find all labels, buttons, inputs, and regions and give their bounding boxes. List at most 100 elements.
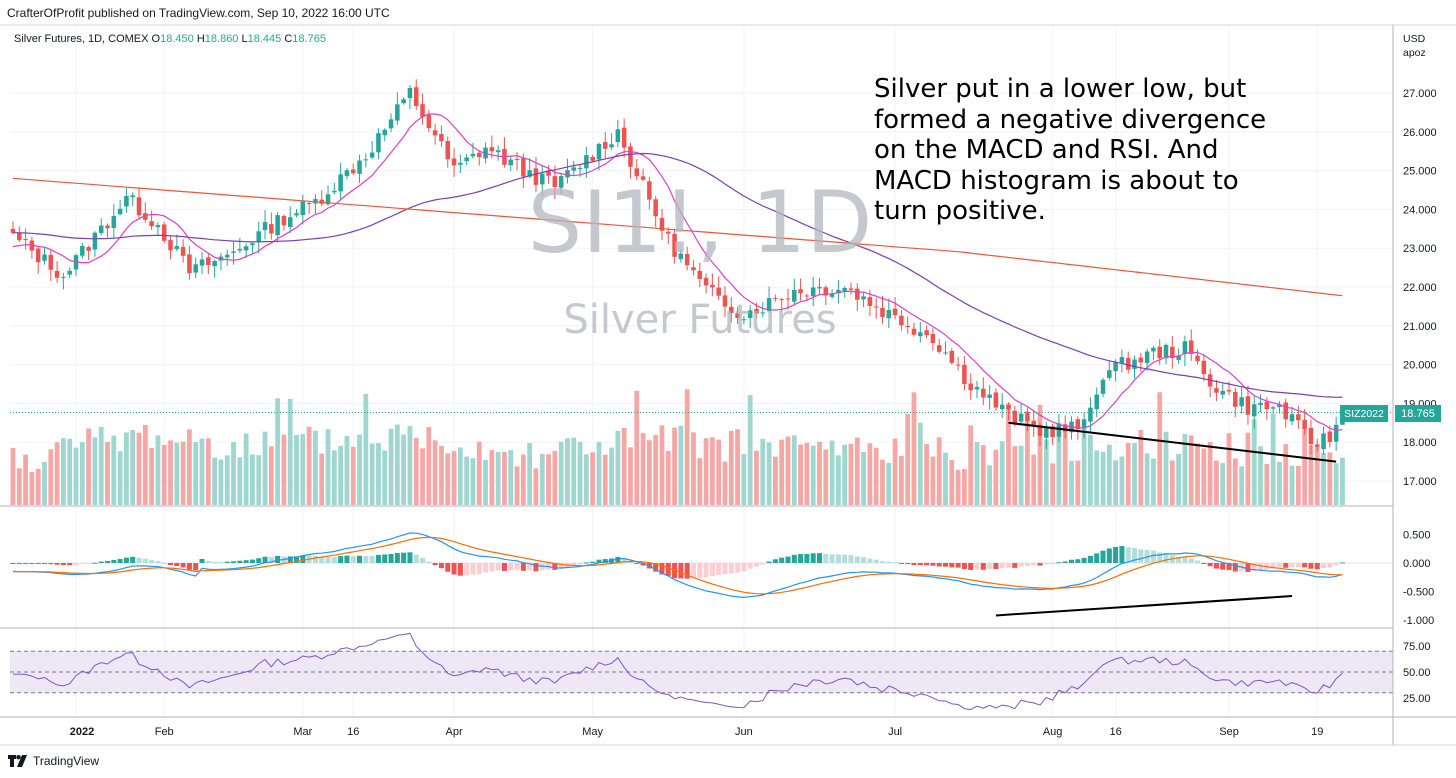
macd-histogram-bar: [552, 563, 558, 570]
macd-histogram-bar: [665, 563, 671, 576]
volume-bar: [287, 398, 293, 505]
macd-histogram-bar: [1321, 563, 1327, 569]
candle-body: [212, 260, 217, 267]
macd-histogram-bar: [1283, 563, 1289, 568]
price-tick-label: 18.000: [1403, 437, 1437, 449]
candle-body: [369, 152, 375, 158]
macd-histogram-bar: [798, 554, 804, 563]
candle-body: [61, 276, 66, 278]
macd-histogram-bar: [420, 557, 426, 563]
candle-body: [67, 270, 72, 275]
macd-histogram-bar: [879, 561, 886, 563]
volume-bar: [1094, 450, 1100, 505]
volume-bar: [609, 447, 614, 505]
macd-histogram-bar: [835, 554, 841, 563]
volume-bar: [1125, 442, 1131, 505]
volume-bar: [187, 429, 192, 505]
candle-body: [533, 168, 539, 185]
macd-histogram-bar: [810, 553, 816, 563]
volume-bar: [659, 425, 665, 505]
candle-body: [17, 232, 22, 241]
time-tick-label: Mar: [293, 726, 312, 738]
macd-histogram-bar: [464, 563, 470, 576]
volume-bar: [464, 456, 470, 505]
macd-histogram-bar: [1056, 562, 1062, 564]
candle-body: [199, 259, 205, 266]
candle-body: [1302, 419, 1307, 429]
volume-bar: [420, 448, 425, 505]
macd-histogram-bar: [149, 560, 155, 563]
volume-bar: [54, 442, 60, 505]
volume-bar: [1106, 444, 1112, 505]
macd-histogram-bar: [753, 563, 760, 567]
macd-histogram-bar: [1024, 563, 1030, 566]
macd-histogram-bar: [823, 553, 829, 563]
macd-histogram-bar: [48, 563, 54, 565]
candle-body: [508, 159, 514, 166]
macd-histogram-bar: [1258, 563, 1264, 571]
volume-bar: [508, 450, 514, 505]
volume-bar: [42, 461, 47, 505]
volume-bar: [23, 454, 28, 505]
candle-body: [817, 286, 822, 289]
volume-bar: [539, 453, 545, 505]
macd-histogram-bar: [1270, 563, 1276, 569]
legend-low-label: L: [241, 33, 248, 45]
volume-bar: [256, 455, 262, 505]
candle-body: [1176, 355, 1181, 360]
sma-slow-line: [12, 177, 1343, 297]
trendlines[interactable]: [995, 421, 1337, 617]
volume-bar: [388, 428, 394, 505]
candle-body: [968, 383, 973, 391]
time-tick-label: Apr: [445, 726, 462, 738]
candle-body: [1081, 419, 1087, 428]
volume-bar: [848, 443, 854, 505]
candle-body: [905, 326, 910, 328]
annotation-text[interactable]: Silver put in a lower low, but formed a …: [874, 74, 1344, 227]
volume-bar: [924, 443, 929, 505]
candle-body: [130, 195, 135, 198]
candle-body: [1277, 404, 1282, 407]
macd-histogram-bar: [218, 561, 224, 563]
candle-body: [80, 245, 85, 256]
volume-bar: [1018, 445, 1024, 505]
candle-body: [747, 310, 753, 319]
macd-histogram-bar: [426, 561, 432, 563]
candle-body: [678, 253, 684, 260]
volume-bar: [470, 458, 476, 505]
macd-histogram-bar: [457, 563, 463, 576]
legend-open: 18.450: [160, 33, 194, 45]
candle-body: [470, 153, 476, 157]
price-tick-label: 20.000: [1403, 360, 1437, 372]
volume-bar: [401, 434, 407, 505]
volume-bar: [936, 437, 942, 505]
candle-body: [521, 158, 526, 177]
volume-bar: [646, 440, 652, 505]
macd-histogram-bar: [249, 559, 255, 563]
candle-body: [86, 247, 91, 251]
candle-body: [363, 159, 369, 161]
pane-separators[interactable]: [0, 24, 1456, 746]
candle-body: [136, 197, 142, 216]
candle-body: [754, 309, 759, 314]
tradingview-footer[interactable]: TradingView: [8, 754, 99, 768]
candle-body: [993, 392, 999, 408]
macd-histogram-bar: [577, 563, 583, 565]
volume-bar: [785, 436, 791, 505]
candle-body: [224, 254, 230, 258]
time-tick-label: 19: [1311, 726, 1323, 738]
volume-bar: [29, 472, 35, 505]
candle-body: [1031, 420, 1036, 426]
candle-body: [647, 181, 652, 200]
candle-body: [439, 134, 444, 142]
volume-bar: [1182, 433, 1188, 505]
volume-bar: [1169, 460, 1175, 505]
volume-bar: [483, 460, 488, 505]
macd-histogram-bar: [350, 556, 356, 563]
candle-body: [48, 254, 54, 270]
price-tick-label: 23.000: [1403, 243, 1437, 255]
candle-body: [105, 225, 110, 229]
macd-histogram-bar: [1207, 563, 1213, 567]
candle-body: [237, 248, 243, 251]
